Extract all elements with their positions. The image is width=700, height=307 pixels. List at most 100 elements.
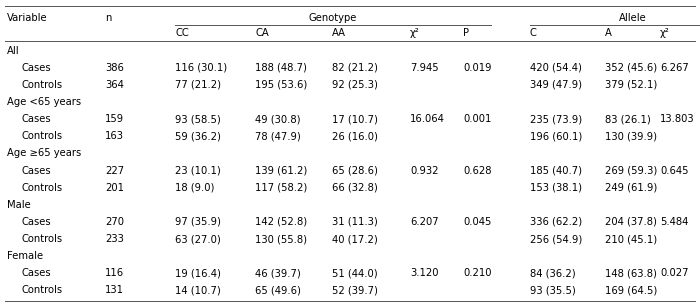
Text: 196 (60.1): 196 (60.1) [530,131,582,141]
Text: 0.019: 0.019 [463,63,491,73]
Text: 204 (37.8): 204 (37.8) [605,217,657,227]
Text: 78 (47.9): 78 (47.9) [255,131,301,141]
Text: Allele: Allele [619,13,647,23]
Text: 386: 386 [105,63,124,73]
Text: 364: 364 [105,80,124,90]
Text: 83 (26.1): 83 (26.1) [605,114,651,124]
Text: Controls: Controls [22,131,63,141]
Text: 0.045: 0.045 [463,217,491,227]
Text: Cases: Cases [22,268,52,278]
Text: 210 (45.1): 210 (45.1) [605,234,657,244]
Text: 379 (52.1): 379 (52.1) [605,80,657,90]
Text: n: n [105,13,111,23]
Text: 14 (10.7): 14 (10.7) [175,286,220,295]
Text: Cases: Cases [22,63,52,73]
Text: Controls: Controls [22,183,63,192]
Text: 130 (39.9): 130 (39.9) [605,131,657,141]
Text: 0.210: 0.210 [463,268,491,278]
Text: 0.001: 0.001 [463,114,491,124]
Text: Age <65 years: Age <65 years [7,97,81,107]
Text: 77 (21.2): 77 (21.2) [175,80,221,90]
Text: 233: 233 [105,234,124,244]
Text: 169 (64.5): 169 (64.5) [605,286,657,295]
Text: Controls: Controls [22,80,63,90]
Text: 349 (47.9): 349 (47.9) [530,80,582,90]
Text: 65 (49.6): 65 (49.6) [255,286,301,295]
Text: 249 (61.9): 249 (61.9) [605,183,657,192]
Text: 52 (39.7): 52 (39.7) [332,286,378,295]
Text: A: A [605,28,612,38]
Text: 51 (44.0): 51 (44.0) [332,268,377,278]
Text: 63 (27.0): 63 (27.0) [175,234,220,244]
Text: 235 (73.9): 235 (73.9) [530,114,582,124]
Text: 153 (38.1): 153 (38.1) [530,183,582,192]
Text: Female: Female [7,251,43,261]
Text: Cases: Cases [22,217,52,227]
Text: 116 (30.1): 116 (30.1) [175,63,227,73]
Text: χ²: χ² [660,28,670,38]
Text: 159: 159 [105,114,124,124]
Text: 31 (11.3): 31 (11.3) [332,217,378,227]
Text: All: All [7,45,20,56]
Text: 6.267: 6.267 [660,63,689,73]
Text: 336 (62.2): 336 (62.2) [530,217,582,227]
Text: Variable: Variable [7,13,48,23]
Text: 142 (52.8): 142 (52.8) [255,217,307,227]
Text: 0.027: 0.027 [660,268,689,278]
Text: 116: 116 [105,268,124,278]
Text: 92 (25.3): 92 (25.3) [332,80,378,90]
Text: 117 (58.2): 117 (58.2) [255,183,307,192]
Text: 59 (36.2): 59 (36.2) [175,131,221,141]
Text: 49 (30.8): 49 (30.8) [255,114,300,124]
Text: C: C [530,28,537,38]
Text: 84 (36.2): 84 (36.2) [530,268,575,278]
Text: 82 (21.2): 82 (21.2) [332,63,378,73]
Text: χ²: χ² [410,28,420,38]
Text: 13.803: 13.803 [660,114,694,124]
Text: 352 (45.6): 352 (45.6) [605,63,657,73]
Text: 17 (10.7): 17 (10.7) [332,114,378,124]
Text: 195 (53.6): 195 (53.6) [255,80,307,90]
Text: 5.484: 5.484 [660,217,688,227]
Text: Controls: Controls [22,234,63,244]
Text: 26 (16.0): 26 (16.0) [332,131,378,141]
Text: 40 (17.2): 40 (17.2) [332,234,378,244]
Text: AA: AA [332,28,346,38]
Text: Controls: Controls [22,286,63,295]
Text: 18 (9.0): 18 (9.0) [175,183,214,192]
Text: 66 (32.8): 66 (32.8) [332,183,378,192]
Text: 97 (35.9): 97 (35.9) [175,217,221,227]
Text: 269 (59.3): 269 (59.3) [605,165,657,176]
Text: 185 (40.7): 185 (40.7) [530,165,582,176]
Text: Genotype: Genotype [309,13,357,23]
Text: Male: Male [7,200,31,210]
Text: 201: 201 [105,183,124,192]
Text: 227: 227 [105,165,124,176]
Text: 19 (16.4): 19 (16.4) [175,268,221,278]
Text: 148 (63.8): 148 (63.8) [605,268,657,278]
Text: 16.064: 16.064 [410,114,445,124]
Text: 46 (39.7): 46 (39.7) [255,268,301,278]
Text: 131: 131 [105,286,124,295]
Text: 130 (55.8): 130 (55.8) [255,234,307,244]
Text: 93 (58.5): 93 (58.5) [175,114,220,124]
Text: 0.628: 0.628 [463,165,491,176]
Text: 7.945: 7.945 [410,63,439,73]
Text: 93 (35.5): 93 (35.5) [530,286,575,295]
Text: CA: CA [255,28,269,38]
Text: Age ≥65 years: Age ≥65 years [7,148,81,158]
Text: 139 (61.2): 139 (61.2) [255,165,307,176]
Text: Cases: Cases [22,165,52,176]
Text: CC: CC [175,28,189,38]
Text: 65 (28.6): 65 (28.6) [332,165,378,176]
Text: 23 (10.1): 23 (10.1) [175,165,220,176]
Text: 188 (48.7): 188 (48.7) [255,63,307,73]
Text: 6.207: 6.207 [410,217,439,227]
Text: 163: 163 [105,131,124,141]
Text: 3.120: 3.120 [410,268,438,278]
Text: 256 (54.9): 256 (54.9) [530,234,582,244]
Text: Cases: Cases [22,114,52,124]
Text: 0.932: 0.932 [410,165,438,176]
Text: 0.645: 0.645 [660,165,689,176]
Text: P: P [463,28,469,38]
